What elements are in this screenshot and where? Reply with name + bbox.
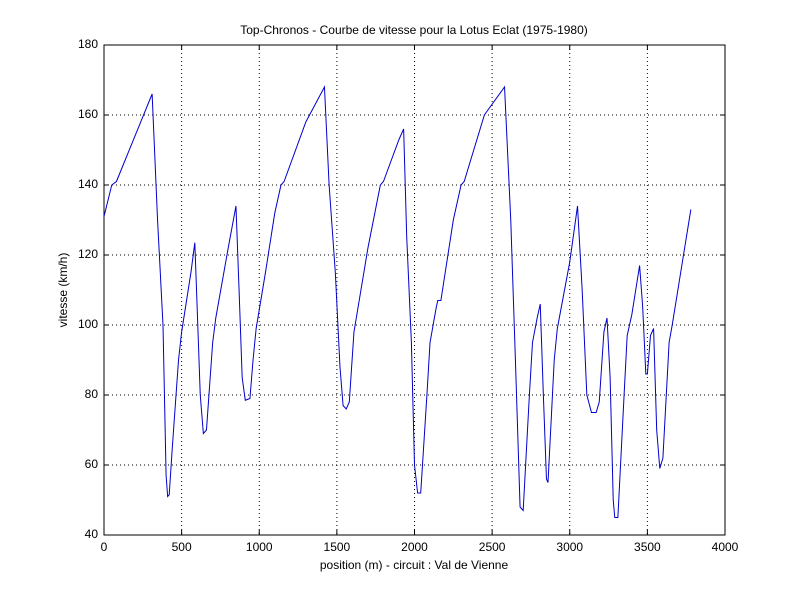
x-tick-label: 3000: [556, 540, 583, 554]
y-tick-label: 80: [85, 387, 99, 401]
y-tick-label: 180: [78, 37, 98, 51]
y-axis-label: vitesse (km/h): [56, 253, 70, 328]
x-tick-label: 1500: [324, 540, 351, 554]
y-tick-label: 160: [78, 107, 98, 121]
x-tick-label: 500: [172, 540, 192, 554]
y-tick-label: 60: [85, 457, 99, 471]
chart-title: Top-Chronos - Courbe de vitesse pour la …: [240, 23, 588, 37]
y-tick-label: 100: [78, 317, 98, 331]
x-tick-label: 3500: [634, 540, 661, 554]
x-axis-label: position (m) - circuit : Val de Vienne: [320, 558, 509, 572]
x-tick-label: 2000: [401, 540, 428, 554]
x-tick-label: 1000: [246, 540, 273, 554]
y-tick-label: 120: [78, 247, 98, 261]
plot-frame: [103, 44, 726, 536]
x-tick-label: 4000: [712, 540, 739, 554]
x-tick-label: 2500: [479, 540, 506, 554]
x-tick-label: 0: [101, 540, 108, 554]
y-tick-label: 40: [85, 527, 99, 541]
y-tick-label: 140: [78, 177, 98, 191]
line: [103, 85, 692, 518]
